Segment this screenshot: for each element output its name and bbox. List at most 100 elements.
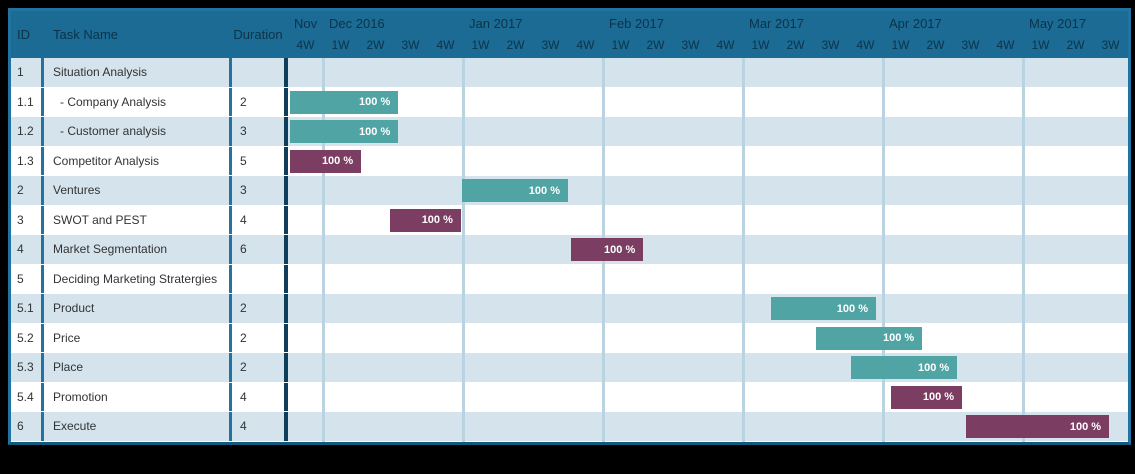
progress-label: 100 % — [917, 361, 950, 374]
task-bar[interactable]: 100 % — [290, 120, 399, 143]
task-name-cell: Competitor Analysis — [44, 146, 232, 175]
task-row[interactable]: 1.2- Customer analysis 3 100 % — [11, 117, 1128, 147]
progress-label: 100 % — [528, 184, 560, 197]
progress-label: 100 % — [882, 332, 915, 344]
task-timeline-cell: 100 % — [288, 147, 1128, 176]
task-row[interactable]: 5.1 Product 2 100 % — [11, 294, 1128, 324]
timeline-week-label: 4W — [716, 38, 735, 52]
task-duration-cell: 3 — [232, 117, 288, 146]
task-timeline-cell — [288, 58, 1128, 87]
timeline-week-label: 4W — [576, 38, 595, 52]
timeline-week-label: 4W — [856, 38, 875, 52]
task-bar[interactable]: 100 % — [771, 297, 876, 320]
task-id-cell: 1.1 — [11, 87, 44, 116]
task-timeline-cell: 100 % — [288, 88, 1128, 117]
progress-label: 100 % — [321, 155, 354, 167]
task-row[interactable]: 5.3 Place 2 100 % — [11, 353, 1128, 383]
timeline-week-label: 1W — [331, 38, 350, 52]
task-duration-cell: 4 — [232, 205, 288, 234]
task-id-cell: 6 — [11, 412, 44, 441]
task-bar[interactable]: 100 % — [851, 356, 958, 379]
task-row[interactable]: 1.1- Company Analysis 2 100 % — [11, 87, 1128, 117]
task-id-cell: 1 — [11, 58, 44, 87]
timeline-week-label: 4W — [296, 38, 315, 52]
timeline-week-label: 2W — [926, 38, 945, 52]
timeline-week-label: 1W — [1031, 38, 1050, 52]
timeline-week-label: 2W — [646, 38, 665, 52]
task-timeline-cell: 100 % — [288, 206, 1128, 235]
timeline-month-label: Mar 2017 — [749, 16, 804, 31]
task-id-cell: 3 — [11, 205, 44, 234]
task-name-cell: Promotion — [44, 382, 232, 411]
timeline-month-row: Nov Dec 2016 Jan 2017 Feb 2017 Mar 2017 Apr 2… — [288, 16, 1128, 38]
task-row[interactable]: 6 Execute 4 100 % — [11, 412, 1128, 442]
task-rows: 1 Situation Analysis 1.1- Company Analysis… — [11, 58, 1128, 442]
timeline-week-label: 1W — [751, 38, 770, 52]
task-name-cell: Situation Analysis — [44, 58, 232, 87]
timeline-week-label: 2W — [366, 38, 385, 52]
task-bar[interactable]: 100 % — [389, 208, 461, 232]
task-name-cell: - Customer analysis — [44, 117, 232, 146]
task-duration-cell — [232, 58, 288, 87]
task-timeline-cell: 100 % — [288, 412, 1128, 441]
task-row[interactable]: 4 Market Segmentation 6 100 % — [11, 235, 1128, 265]
task-row[interactable]: 5.4 Promotion 4 100 % — [11, 382, 1128, 412]
task-bar[interactable]: 100 % — [891, 385, 963, 409]
timeline-week-label: 1W — [471, 38, 490, 52]
header-duration-label: Duration — [232, 11, 288, 58]
timeline-week-label: 4W — [996, 38, 1015, 52]
task-duration-cell: 2 — [232, 323, 288, 352]
task-row[interactable]: 1.3 Competitor Analysis 5 100 % — [11, 146, 1128, 176]
timeline-month-label: May 2017 — [1029, 16, 1087, 31]
gantt-chart: ID Task Name Duration Nov Dec 2016 Jan 201… — [8, 8, 1131, 445]
timeline-week-label: 2W — [1066, 38, 1085, 52]
progress-label: 100 % — [836, 302, 868, 315]
timeline-week-label: 3W — [541, 38, 560, 52]
task-duration-cell: 6 — [232, 235, 288, 264]
task-bar[interactable]: 100 % — [290, 149, 362, 173]
task-id-cell: 5.1 — [11, 294, 44, 323]
task-duration-cell: 2 — [232, 294, 288, 323]
task-bar[interactable]: 100 % — [965, 415, 1110, 438]
task-timeline-cell: 100 % — [288, 235, 1128, 264]
task-id-cell: 4 — [11, 235, 44, 264]
timeline-header: Nov Dec 2016 Jan 2017 Feb 2017 Mar 2017 Apr 2… — [288, 11, 1128, 58]
task-bar[interactable]: 100 % — [290, 90, 399, 114]
timeline-week-label: 3W — [681, 38, 700, 52]
task-duration-cell: 2 — [232, 353, 288, 382]
timeline-week-label: 3W — [821, 38, 840, 52]
timeline-week-row: 4W 1W 2W 3W 4W 1W 2W 3W 4W 1W 2W 3W 4W 1W 2W 3W 4W 1W 2W 3W… — [288, 38, 1128, 58]
task-timeline-cell: 100 % — [288, 176, 1128, 205]
task-timeline-cell: 100 % — [288, 324, 1128, 353]
task-row[interactable]: 3 SWOT and PEST 4 100 % — [11, 205, 1128, 235]
progress-label: 100 % — [604, 243, 636, 256]
timeline-week-label: 3W — [401, 38, 420, 52]
timeline-week-label: 2W — [506, 38, 525, 52]
task-bar[interactable]: 100 % — [461, 179, 568, 202]
timeline-week-label: 3W — [1101, 38, 1120, 52]
task-bar[interactable]: 100 % — [571, 238, 644, 261]
task-duration-cell: 4 — [232, 412, 288, 441]
progress-label: 100 % — [1069, 420, 1102, 433]
task-duration-cell: 5 — [232, 146, 288, 175]
task-id-cell: 5.3 — [11, 353, 44, 382]
task-name-cell: Ventures — [44, 176, 232, 205]
task-id-cell: 1.3 — [11, 146, 44, 175]
timeline-week-label: 1W — [891, 38, 910, 52]
task-bar[interactable]: 100 % — [816, 326, 923, 350]
task-row[interactable]: 5.2 Price 2 100 % — [11, 323, 1128, 353]
task-row[interactable]: 1 Situation Analysis — [11, 58, 1128, 88]
gantt-header-row: ID Task Name Duration Nov Dec 2016 Jan 201… — [11, 11, 1128, 58]
task-name-cell: Market Segmentation — [44, 235, 232, 264]
task-row[interactable]: 5 Deciding Marketing Stratergies — [11, 264, 1128, 294]
timeline-month-label: Nov — [294, 16, 318, 31]
timeline-week-label: 3W — [961, 38, 980, 52]
task-name-cell: Place — [44, 353, 232, 382]
task-name-cell: Execute — [44, 412, 232, 441]
task-timeline-cell: 100 % — [288, 294, 1128, 323]
progress-label: 100 % — [421, 214, 453, 226]
task-id-cell: 1.2 — [11, 117, 44, 146]
task-row[interactable]: 2 Ventures 3 100 % — [11, 176, 1128, 206]
timeline-week-label: 2W — [786, 38, 805, 52]
timeline-month-label: Jan 2017 — [469, 16, 523, 31]
